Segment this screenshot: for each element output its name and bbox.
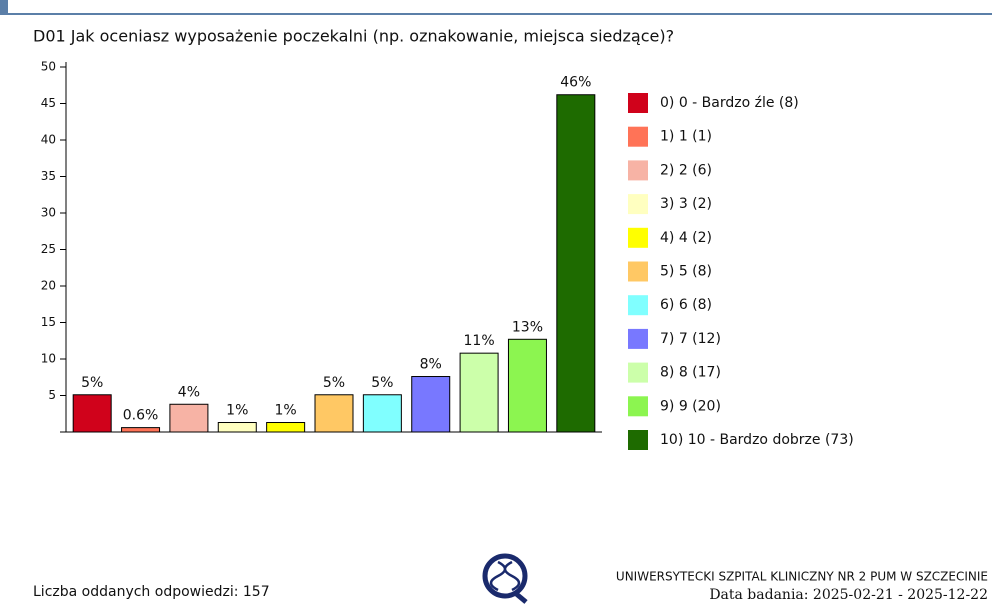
y-tick-label: 5 (48, 388, 56, 402)
value-label: 8% (420, 357, 442, 373)
value-label: 11% (464, 333, 495, 349)
legend-label: 3) 3 (2) (660, 196, 712, 212)
value-label: 13% (512, 319, 543, 335)
legend-label: 7) 7 (12) (660, 331, 721, 347)
legend-label: 1) 1 (1) (660, 129, 712, 145)
y-tick-label: 35 (41, 169, 56, 183)
legend-swatch (628, 93, 648, 113)
value-label: 1% (275, 403, 297, 419)
legend-label: 9) 9 (20) (660, 398, 721, 414)
legend-swatch (628, 430, 648, 450)
value-label: 5% (81, 375, 103, 391)
chart-title: D01 Jak oceniasz wyposażenie poczekalni … (33, 27, 674, 46)
value-label: 1% (226, 403, 248, 419)
legend-swatch (628, 328, 648, 349)
y-tick-label: 20 (41, 279, 56, 293)
legend-label: 8) 8 (17) (660, 365, 721, 381)
y-tick-label: 40 (41, 133, 56, 147)
legend-swatch (628, 160, 648, 181)
value-label: 5% (323, 375, 345, 391)
responses-count: Liczba oddanych odpowiedzi: 157 (33, 584, 270, 600)
y-tick-label: 15 (41, 315, 56, 329)
legend-label: 4) 4 (2) (660, 230, 712, 246)
legend-swatch (628, 295, 648, 316)
bar (556, 94, 596, 433)
legend-swatch (628, 261, 648, 282)
legend-swatch (628, 227, 648, 248)
legend-swatch (628, 396, 648, 417)
legend-label: 6) 6 (8) (660, 297, 712, 313)
value-label: 0.6% (123, 408, 159, 424)
bar (507, 338, 547, 433)
y-tick-label: 45 (41, 96, 56, 110)
legend-label: 5) 5 (8) (660, 264, 712, 280)
legend-swatch (628, 362, 648, 383)
legend-swatch (628, 126, 648, 147)
corner-mark (0, 0, 8, 14)
bar (217, 422, 257, 433)
y-tick-label: 30 (41, 206, 56, 220)
logo (482, 553, 528, 604)
y-tick-label: 10 (41, 352, 56, 366)
bar (121, 427, 161, 433)
bar (411, 376, 451, 433)
bar (266, 422, 306, 433)
institution: UNIWERSYTECKI SZPITAL KLINICZNY NR 2 PUM… (616, 570, 988, 584)
bar (459, 352, 499, 433)
legend-label: 10) 10 - Bardzo dobrze (73) (660, 432, 854, 448)
study-date: Data badania: 2025-02-21 - 2025-12-22 (709, 587, 988, 603)
y-tick-label: 25 (41, 242, 56, 256)
bar (169, 403, 209, 433)
legend-swatch (628, 194, 648, 215)
legend-label: 2) 2 (6) (660, 162, 712, 178)
bar (314, 394, 354, 433)
value-label: 4% (178, 384, 200, 400)
legend-label: 0) 0 - Bardzo źle (8) (660, 95, 799, 111)
value-label: 46% (560, 75, 591, 91)
value-label: 5% (371, 375, 393, 391)
bar (72, 394, 112, 433)
y-tick-label: 50 (41, 60, 56, 74)
bar (362, 394, 402, 433)
